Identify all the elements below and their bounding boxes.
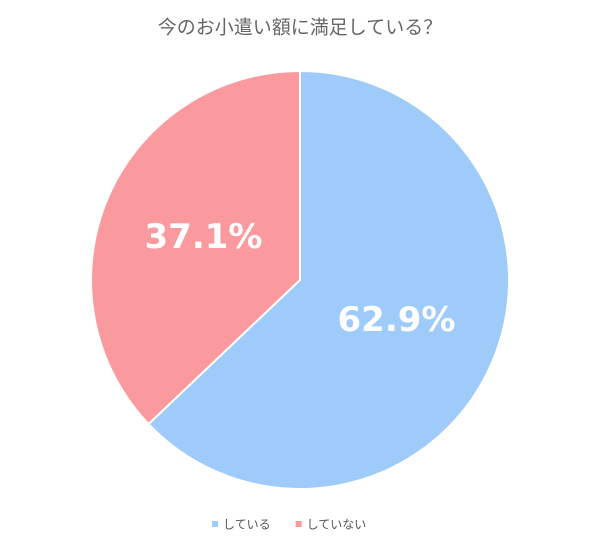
legend-label: している: [223, 518, 271, 532]
legend-label: していない: [307, 518, 367, 532]
pie-slice: [147, 69, 510, 490]
legend-swatch: [295, 521, 302, 527]
legend-swatch: [212, 521, 218, 527]
chart-title: 今のお小遣い額に満足している？: [158, 17, 442, 39]
pie-slice: [90, 69, 301, 426]
value-label: 37.1%: [145, 217, 263, 257]
value-label: 62.9%: [338, 300, 456, 340]
